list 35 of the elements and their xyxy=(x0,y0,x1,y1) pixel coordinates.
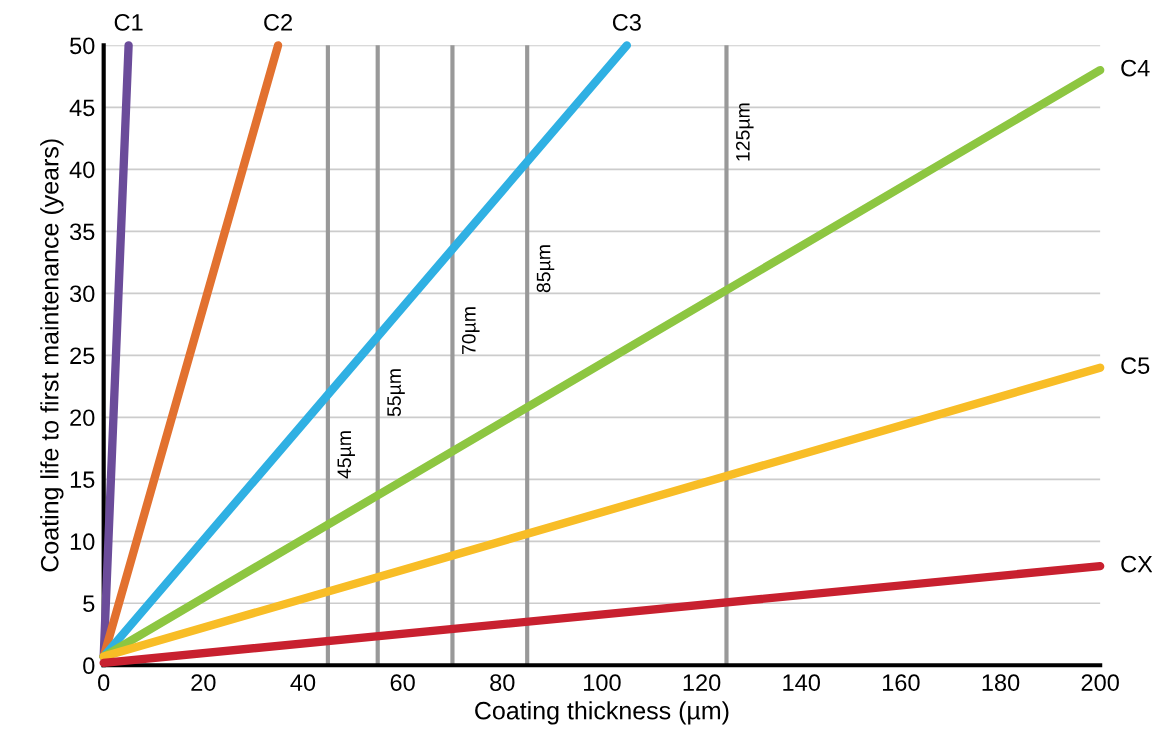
y-tick-label: 25 xyxy=(70,347,95,365)
x-tick-label: 20 xyxy=(191,674,216,691)
series-label: C3 xyxy=(612,14,641,31)
y-tick-label: 10 xyxy=(70,533,95,551)
x-tick-label: 120 xyxy=(683,674,721,691)
series-label: C2 xyxy=(264,14,292,31)
series-label: C4 xyxy=(1121,59,1150,77)
series-label: C1 xyxy=(114,14,143,31)
y-tick-label: 5 xyxy=(83,595,95,613)
ref-line-label: 125µm xyxy=(735,103,754,161)
series-label: C5 xyxy=(1121,357,1150,375)
series-label: CX xyxy=(1121,555,1152,573)
x-tick-label: 180 xyxy=(982,674,1020,691)
y-tick-label: 45 xyxy=(69,99,95,117)
y-tick-label: 35 xyxy=(69,223,95,241)
y-tick-label: 30 xyxy=(69,285,95,303)
y-tick-label: 40 xyxy=(69,161,95,179)
ref-line-label: 45µm xyxy=(337,431,355,479)
x-tick-label: 200 xyxy=(1081,674,1119,691)
x-tick-label: 80 xyxy=(490,674,515,691)
y-tick-label: 15 xyxy=(70,471,95,489)
y-tick-label: 20 xyxy=(70,409,95,427)
x-tick-label: 40 xyxy=(290,674,316,691)
ref-line-label: 85µm xyxy=(536,245,555,293)
x-tick-label: 0 xyxy=(98,674,110,691)
x-tick-label: 100 xyxy=(584,674,621,691)
x-tick-label: 140 xyxy=(783,674,820,691)
x-axis-title: Coating thickness (µm) xyxy=(475,701,729,725)
x-tick-label: 160 xyxy=(882,674,920,691)
ref-line-label: 70µm xyxy=(461,307,480,355)
y-axis-title: Coating life to first maintenance (years) xyxy=(40,139,64,572)
ref-line-label: 55µm xyxy=(387,369,405,417)
x-tick-label: 60 xyxy=(390,674,415,691)
y-tick-label: 0 xyxy=(83,657,95,675)
y-tick-label: 50 xyxy=(70,37,95,55)
